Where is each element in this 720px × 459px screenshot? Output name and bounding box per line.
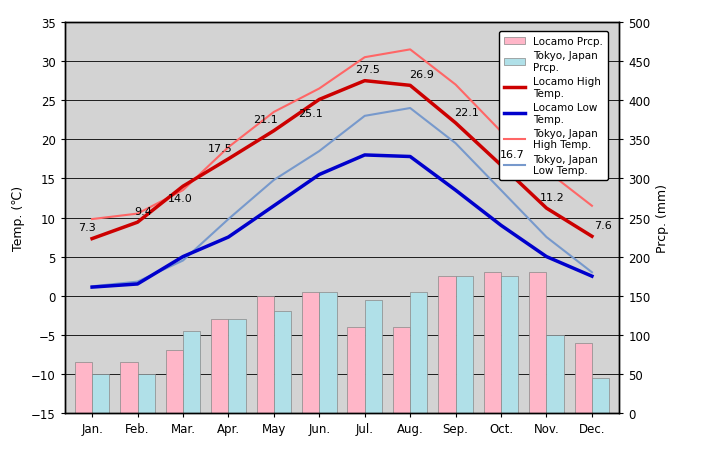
Bar xyxy=(575,343,592,413)
Bar xyxy=(120,363,138,413)
Bar xyxy=(501,276,518,413)
Y-axis label: Prcp. (mm): Prcp. (mm) xyxy=(656,184,669,252)
Text: 7.6: 7.6 xyxy=(594,220,612,230)
Bar xyxy=(438,276,456,413)
Bar xyxy=(274,312,291,413)
Text: 25.1: 25.1 xyxy=(299,109,323,119)
Text: 7.3: 7.3 xyxy=(78,223,95,233)
Bar xyxy=(183,331,200,413)
Bar xyxy=(456,276,473,413)
Text: 11.2: 11.2 xyxy=(540,192,564,202)
Bar xyxy=(75,363,92,413)
Bar xyxy=(302,292,319,413)
Text: 9.4: 9.4 xyxy=(134,207,152,216)
Text: 16.7: 16.7 xyxy=(500,150,525,159)
Bar xyxy=(166,351,183,413)
Bar xyxy=(319,292,336,413)
Y-axis label: Temp. (℃): Temp. (℃) xyxy=(12,185,25,251)
Bar xyxy=(546,335,564,413)
Text: 14.0: 14.0 xyxy=(168,194,192,204)
Bar xyxy=(348,327,365,413)
Bar xyxy=(393,327,410,413)
Bar xyxy=(92,374,109,413)
Bar xyxy=(138,374,155,413)
Text: 21.1: 21.1 xyxy=(253,115,278,125)
Legend: Locamo Prcp., Tokyo, Japan
Prcp., Locamo High
Temp., Locamo Low
Temp., Tokyo, Ja: Locamo Prcp., Tokyo, Japan Prcp., Locamo… xyxy=(499,32,608,181)
Text: 26.9: 26.9 xyxy=(409,70,433,80)
Bar xyxy=(365,300,382,413)
Bar xyxy=(410,292,428,413)
Text: 22.1: 22.1 xyxy=(454,107,479,118)
Bar xyxy=(228,319,246,413)
Bar xyxy=(211,319,228,413)
Bar xyxy=(529,273,546,413)
Text: 17.5: 17.5 xyxy=(207,143,233,153)
Text: 27.5: 27.5 xyxy=(355,65,380,75)
Bar xyxy=(256,296,274,413)
Bar xyxy=(484,273,501,413)
Bar xyxy=(592,378,609,413)
